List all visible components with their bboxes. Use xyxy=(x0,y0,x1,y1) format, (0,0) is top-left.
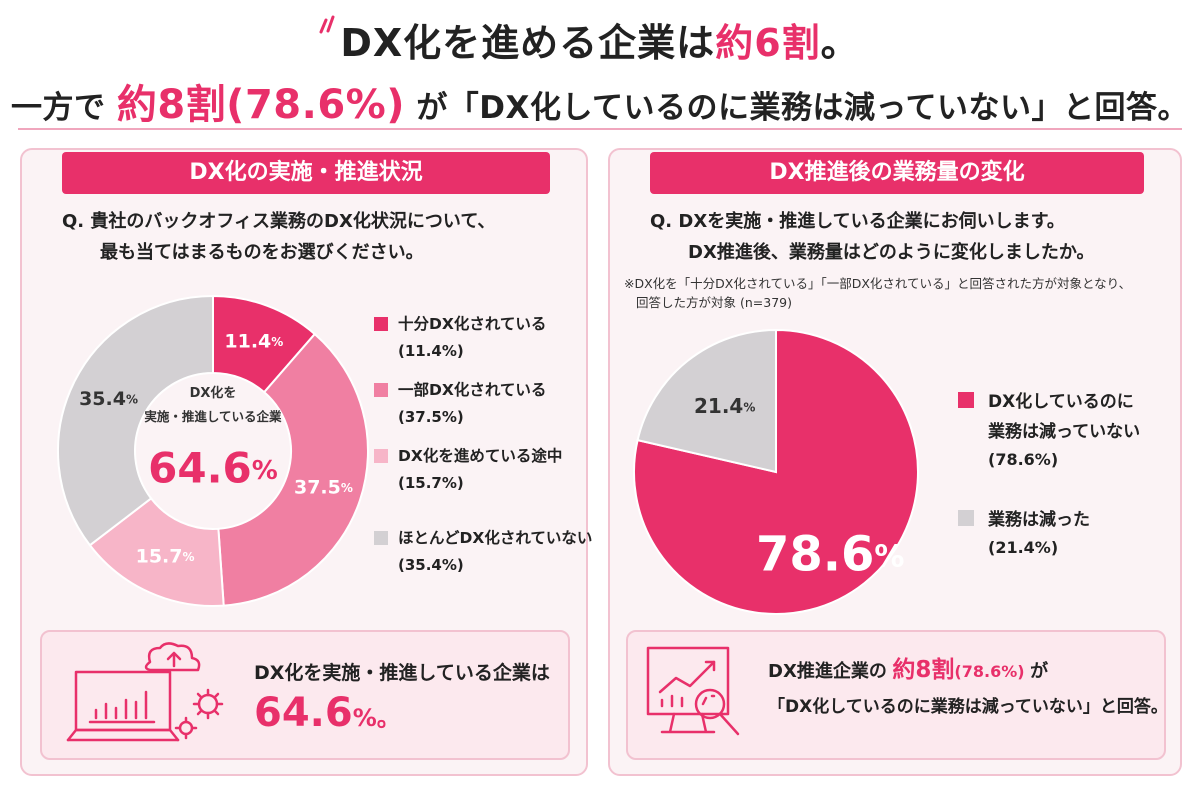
legend-percent: (15.7%) xyxy=(398,474,464,492)
left-callout-value-row: 64.6%。 xyxy=(254,690,401,736)
right-callout-line1: DX推進企業の 約8割(78.6%) が xyxy=(768,650,1048,684)
donut-slice-4 xyxy=(57,294,214,547)
left-callout-unit: %。 xyxy=(352,704,401,732)
headline-line1: DX化を進める企業は約6割。 xyxy=(0,12,1200,67)
donut-slice-label-1: 11.4% xyxy=(224,330,283,352)
donut-center-value: 64.6% xyxy=(148,444,278,493)
legend-label: DX化しているのに xyxy=(988,392,1134,412)
legend-swatch xyxy=(958,510,974,526)
headline-line1-text: DX化を進める企業は xyxy=(340,21,716,65)
donut-slice-2 xyxy=(217,332,369,607)
pie-slice-2 xyxy=(636,328,777,474)
legend-label: 一部DX化されている xyxy=(398,381,547,399)
donut-center-label-line1: DX化を xyxy=(190,385,237,401)
legend-swatch xyxy=(374,317,388,331)
legend-percent: (37.5%) xyxy=(398,408,464,426)
right-question-line2: DX推進後、業務量はどのように変化しましたか。 xyxy=(688,242,1095,263)
legend-swatch xyxy=(958,392,974,408)
legend-label: 業務は減った xyxy=(988,510,1090,530)
pie-chart: 78.6%21.4% xyxy=(633,328,919,615)
legend-percent: (11.4%) xyxy=(398,342,464,360)
legend-percent: (35.4%) xyxy=(398,556,464,574)
donut-slice-label-2: 37.5% xyxy=(294,477,353,499)
left-callout: DX化を実施・推進している企業は 64.6%。 xyxy=(40,630,570,760)
pie-slice-1 xyxy=(633,328,919,615)
right-panel: DX推進後の業務量の変化 Q. DXを実施・推進している企業にお伺いします。 D… xyxy=(608,148,1182,776)
legend-label: ほとんどDX化されていない xyxy=(398,529,593,547)
headline-line1-highlight: 約6割 xyxy=(715,21,821,65)
header-divider xyxy=(18,128,1182,130)
donut-slice-label-4: 35.4% xyxy=(79,388,138,410)
right-question-line1: Q. DXを実施・推進している企業にお伺いします。 xyxy=(650,211,1065,232)
right-callout-ratio: 約8割 xyxy=(892,657,955,683)
headline-line2-percent: (78.6%) xyxy=(226,82,406,128)
left-panel: DX化の実施・推進状況 Q. 貴社のバックオフィス業務のDX化状況について、 最… xyxy=(20,148,592,776)
donut-center-label-line2: 実施・推進している企業 xyxy=(144,409,282,424)
laptop-cloud-icon xyxy=(66,642,224,742)
headline-line2: 一方で 約8割(78.6%) が「DX化しているのに業務は減っていない」と回答。 xyxy=(0,72,1200,130)
right-callout-percent: (78.6%) xyxy=(954,662,1025,681)
legend-label: 業務は減っていない xyxy=(988,422,1141,442)
left-question-line1: Q. 貴社のバックオフィス業務のDX化状況について、 xyxy=(62,211,496,232)
legend-swatch xyxy=(374,531,388,545)
headline-line2-highlight: 約8割(78.6%) xyxy=(117,82,405,128)
legend-swatch xyxy=(374,383,388,397)
donut-chart: 11.4% 37.5% 15.7% 35.4% DX化を実施・推進している企業 64.6% xyxy=(57,294,369,607)
legend-label: DX化を進めている途中 xyxy=(398,447,563,465)
headline-line2-prefix: 一方で xyxy=(11,90,106,126)
accent-mark-icon xyxy=(319,15,335,34)
legend-swatch xyxy=(374,449,388,463)
headline-line2-suffix: が「DX化しているのに業務は減っていない」と回答。 xyxy=(416,90,1189,126)
right-callout-line2: 「DX化しているのに業務は減っていない」と回答。 xyxy=(768,697,1168,717)
left-question-line2: 最も当てはまるものをお選びください。 xyxy=(100,242,424,263)
legend-label: 十分DX化されている xyxy=(398,315,547,333)
left-panel-title: DX化の実施・推進状況 xyxy=(62,152,550,194)
right-note-line2: 回答した方が対象 (n=379) xyxy=(636,295,792,310)
right-panel-title: DX推進後の業務量の変化 xyxy=(650,152,1144,194)
right-callout-prefix: DX推進企業の xyxy=(768,661,887,682)
headline-line1-period: 。 xyxy=(820,21,860,65)
right-callout-suffix: が xyxy=(1030,661,1049,682)
left-callout-text: DX化を実施・推進している企業は xyxy=(254,662,550,684)
headline-line2-ratio: 約8割 xyxy=(116,82,227,128)
legend-percent: (21.4%) xyxy=(988,538,1059,557)
monitor-analytics-icon xyxy=(646,646,740,736)
legend-percent: (78.6%) xyxy=(988,450,1059,469)
donut-slice-label-3: 15.7% xyxy=(136,546,195,568)
right-note-line1: ※DX化を「十分DX化されている」「一部DX化されている」と回答された方が対象と… xyxy=(624,276,1132,291)
right-callout: DX推進企業の 約8割(78.6%) が 「DX化しているのに業務は減っていない… xyxy=(626,630,1168,760)
left-callout-value: 64.6 xyxy=(254,690,353,736)
